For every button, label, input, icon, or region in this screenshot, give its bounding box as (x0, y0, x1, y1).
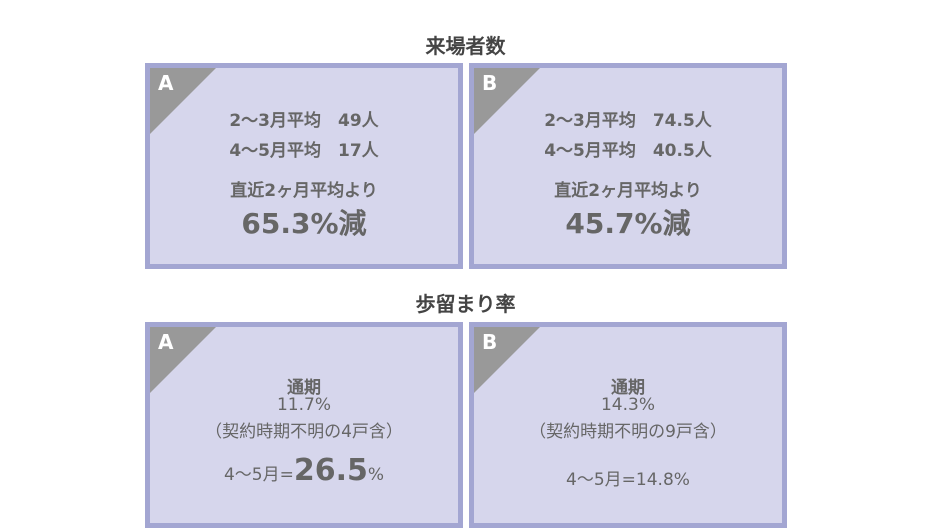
caption: 直近2ヶ月平均より (554, 181, 702, 201)
result: 65.3%減 (241, 207, 367, 240)
corner-tab (474, 327, 540, 393)
result: 45.7%減 (565, 207, 691, 240)
recent-rate: 4～5月=26.5% (150, 453, 458, 488)
recent-value: 26.5 (293, 453, 368, 488)
retention-card-a: A 通期 11.7% （契約時期不明の4戸含） 4～5月=26.5% (145, 322, 463, 528)
caption: 直近2ヶ月平均より (230, 181, 378, 201)
period: 通期 (611, 378, 645, 398)
recent-prefix: 4～5月= (223, 465, 294, 485)
line2: 4～5月平均 17人 (229, 141, 379, 161)
line2: 4～5月平均 40.5人 (544, 141, 712, 161)
recent-rate: 4～5月=14.8% (566, 470, 690, 490)
card-label: A (158, 330, 174, 354)
corner-tab (474, 68, 540, 134)
card-label: B (482, 330, 498, 354)
note: （契約時期不明の4戸含） (205, 422, 403, 442)
retention-card-b: B 通期 14.3% （契約時期不明の9戸含） 4～5月=14.8% (469, 322, 787, 528)
line1: 2～3月平均 49人 (229, 111, 379, 131)
visitors-card-a: A 2～3月平均 49人 4～5月平均 17人 直近2ヶ月平均より 65.3%減 (145, 63, 463, 269)
note: （契約時期不明の9戸含） (529, 422, 727, 442)
visitors-title: 来場者数 (425, 34, 506, 58)
recent-suffix: % (367, 465, 385, 485)
corner-tab (150, 68, 216, 134)
card-label: A (158, 71, 174, 95)
period: 通期 (287, 378, 321, 398)
retention-title: 歩留まり率 (415, 292, 516, 316)
rate: 14.3% (600, 395, 655, 415)
line1: 2～3月平均 74.5人 (544, 111, 712, 131)
corner-tab (150, 327, 216, 393)
card-label: B (482, 71, 498, 95)
visitors-card-b: B 2～3月平均 74.5人 4～5月平均 40.5人 直近2ヶ月平均より 45… (469, 63, 787, 269)
rate: 11.7% (276, 395, 331, 415)
